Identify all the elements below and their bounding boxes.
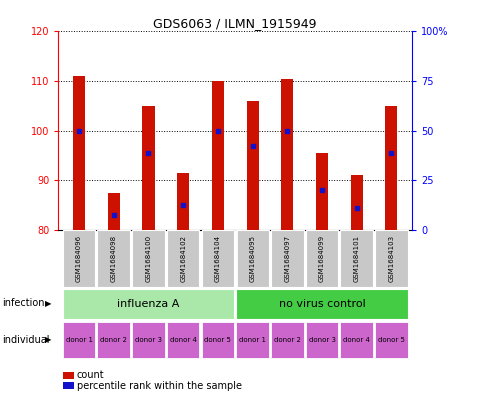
Text: donor 3: donor 3 <box>135 337 162 343</box>
Bar <box>305 322 338 358</box>
Text: GSM1684104: GSM1684104 <box>214 235 220 282</box>
Bar <box>305 230 338 287</box>
Bar <box>350 175 362 230</box>
Bar <box>271 322 303 358</box>
Text: individual: individual <box>2 335 50 345</box>
Bar <box>142 106 154 230</box>
Bar <box>236 230 268 287</box>
Bar <box>374 322 407 358</box>
Bar <box>385 106 397 230</box>
Title: GDS6063 / ILMN_1915949: GDS6063 / ILMN_1915949 <box>153 17 317 30</box>
Bar <box>374 230 407 287</box>
Text: donor 5: donor 5 <box>377 337 404 343</box>
Bar <box>73 76 85 230</box>
Text: donor 5: donor 5 <box>204 337 231 343</box>
Bar <box>236 322 268 358</box>
Bar <box>166 322 199 358</box>
Text: donor 1: donor 1 <box>239 337 266 343</box>
Bar <box>132 322 165 358</box>
Text: GSM1684100: GSM1684100 <box>145 235 151 282</box>
Bar <box>271 230 303 287</box>
Text: GSM1684103: GSM1684103 <box>388 235 393 282</box>
Bar <box>201 230 234 287</box>
Bar <box>132 230 165 287</box>
Text: ▶: ▶ <box>45 299 51 308</box>
Text: donor 3: donor 3 <box>308 337 335 343</box>
Text: influenza A: influenza A <box>117 299 179 309</box>
Bar <box>236 288 407 319</box>
Bar <box>97 322 130 358</box>
Bar <box>201 322 234 358</box>
Bar <box>107 193 120 230</box>
Bar <box>62 230 95 287</box>
Text: donor 1: donor 1 <box>65 337 92 343</box>
Bar <box>246 101 258 230</box>
Text: donor 4: donor 4 <box>343 337 369 343</box>
Text: GSM1684097: GSM1684097 <box>284 235 290 282</box>
Bar <box>177 173 189 230</box>
Text: GSM1684096: GSM1684096 <box>76 235 82 282</box>
Bar <box>281 79 293 230</box>
Bar <box>340 322 372 358</box>
Text: GSM1684095: GSM1684095 <box>249 235 255 282</box>
Text: GSM1684099: GSM1684099 <box>318 235 324 282</box>
Bar <box>340 230 372 287</box>
Text: donor 4: donor 4 <box>169 337 196 343</box>
Bar <box>62 322 95 358</box>
Text: GSM1684098: GSM1684098 <box>110 235 117 282</box>
Text: no virus control: no virus control <box>278 299 364 309</box>
Bar <box>166 230 199 287</box>
Text: infection: infection <box>2 298 45 309</box>
Bar <box>62 288 234 319</box>
Text: GSM1684101: GSM1684101 <box>353 235 359 282</box>
Bar <box>212 81 224 230</box>
Text: count: count <box>76 370 104 380</box>
Text: donor 2: donor 2 <box>273 337 300 343</box>
Text: percentile rank within the sample: percentile rank within the sample <box>76 381 241 391</box>
Text: donor 2: donor 2 <box>100 337 127 343</box>
Bar <box>97 230 130 287</box>
Text: ▶: ▶ <box>45 336 51 344</box>
Text: GSM1684102: GSM1684102 <box>180 235 186 282</box>
Bar <box>315 153 327 230</box>
